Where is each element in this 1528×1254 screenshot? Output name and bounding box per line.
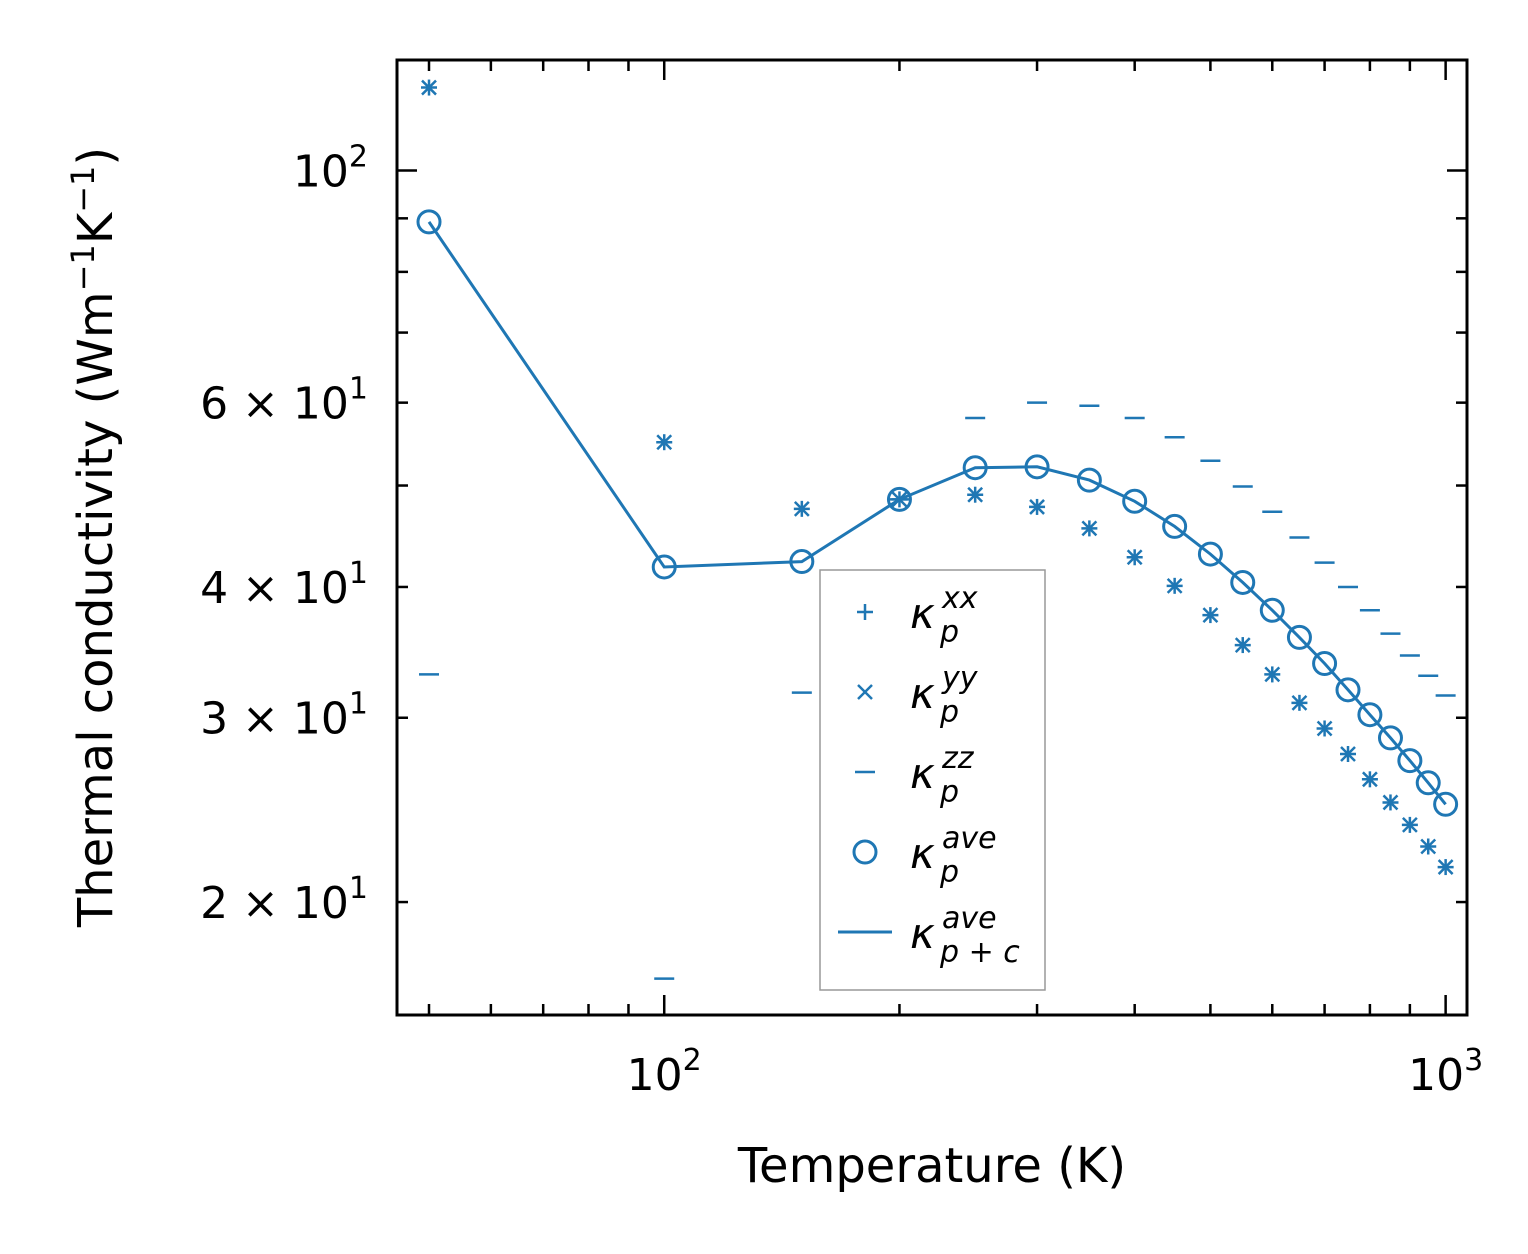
data-point-ave-400: [1122, 488, 1148, 514]
y-axis-title-mid: K: [68, 211, 124, 244]
y-tick-label-40: 4 × 101: [200, 556, 368, 614]
data-point-yy-650: [1291, 694, 1308, 711]
y-axis-title-exp2: −1: [64, 166, 102, 213]
legend-label-1: κ yy p: [910, 661, 979, 730]
x-axis-title: Temperature (K): [737, 1138, 1126, 1194]
legend-entry-0: κ xx p: [857, 581, 978, 650]
data-point-yy-300: [1029, 499, 1045, 515]
data-point-ave-50: [416, 209, 442, 235]
legend-marker-plus: [857, 604, 873, 620]
y-tick-label-30: 3 × 101: [200, 687, 368, 745]
data-point-yy-800: [1362, 771, 1378, 788]
data-point-yy-950: [1420, 838, 1437, 855]
data-point-yy-550: [1234, 637, 1251, 653]
legend-label-0: κ xx p: [910, 581, 978, 650]
data-point-ave-850: [1377, 725, 1403, 751]
legend-box: [819, 569, 1046, 991]
data-point-ave-650: [1286, 624, 1312, 650]
legend-entry-2: κ zz p: [855, 741, 975, 810]
data-point-yy-1000: [1437, 859, 1454, 875]
legend-entry-1: κ yy p: [857, 661, 979, 730]
y-tick-label-100: 102: [293, 139, 368, 197]
legend-entry-3: κ ave p: [852, 821, 997, 890]
x-tick-label-100: 102: [627, 1043, 702, 1101]
y-axis-title: Thermal conductivity (Wm−1K−1): [64, 147, 124, 928]
legend-entry-4: κ ave p + c: [838, 901, 1020, 970]
data-point-ave-450: [1162, 513, 1188, 539]
y-axis-title-main: Thermal conductivity (Wm: [68, 291, 124, 928]
data-point-yy-50: [421, 79, 437, 96]
data-point-ave-1000: [1433, 791, 1459, 817]
data-point-yy-150: [793, 500, 810, 517]
legend: κ xx p κ yy p κ zz p κ ave p κ ave p + c: [819, 569, 1046, 991]
legend-label-2: κ zz p: [910, 741, 975, 810]
series-line-p-plus-c: [427, 221, 1447, 806]
y-tick-label-60: 6 × 101: [200, 372, 368, 430]
data-point-ave-200: [886, 486, 912, 512]
data-point-yy-350: [1081, 520, 1098, 537]
y-tick-label-20: 2 × 101: [200, 871, 368, 929]
y-axis-title-exp1: −1: [64, 244, 102, 291]
data-point-yy-750: [1340, 746, 1356, 762]
legend-marker-circle: [852, 839, 878, 865]
data-point-yy-100: [656, 434, 673, 451]
legend-label-4: κ ave p + c: [910, 901, 1020, 970]
legend-label-3: κ ave p: [910, 821, 997, 890]
data-point-yy-850: [1382, 794, 1399, 811]
data-point-yy-500: [1202, 607, 1219, 623]
data-point-ave-550: [1230, 569, 1256, 595]
data-point-ave-600: [1259, 597, 1285, 623]
data-point-yy-400: [1126, 549, 1143, 566]
data-point-yy-900: [1401, 817, 1418, 833]
data-point-ave-750: [1335, 677, 1361, 703]
data-point-ave-700: [1312, 651, 1338, 677]
data-point-yy-250: [967, 486, 984, 503]
data-point-yy-700: [1316, 720, 1333, 737]
legend-marker-x: [857, 684, 873, 700]
plot-frame: [395, 58, 1469, 1017]
data-point-yy-450: [1166, 577, 1183, 594]
data-point-ave-800: [1357, 702, 1383, 728]
x-tick-label-1000: 103: [1408, 1043, 1483, 1101]
tick-labels: 102 103 102 6 × 101 4 × 101 3 × 101 2 × 101: [200, 139, 1483, 1101]
series-yy-1: [421, 79, 1454, 875]
axis-ticks: [397, 60, 1467, 1015]
series-ave-4: [427, 221, 1447, 806]
y-axis-title-end: ): [68, 147, 124, 166]
data-point-yy-600: [1264, 666, 1281, 683]
plot-marks: [416, 79, 1459, 980]
data-point-ave-350: [1076, 467, 1102, 493]
data-point-ave-500: [1197, 541, 1223, 567]
data-point-ave-900: [1397, 748, 1423, 774]
data-point-ave-950: [1415, 770, 1441, 796]
